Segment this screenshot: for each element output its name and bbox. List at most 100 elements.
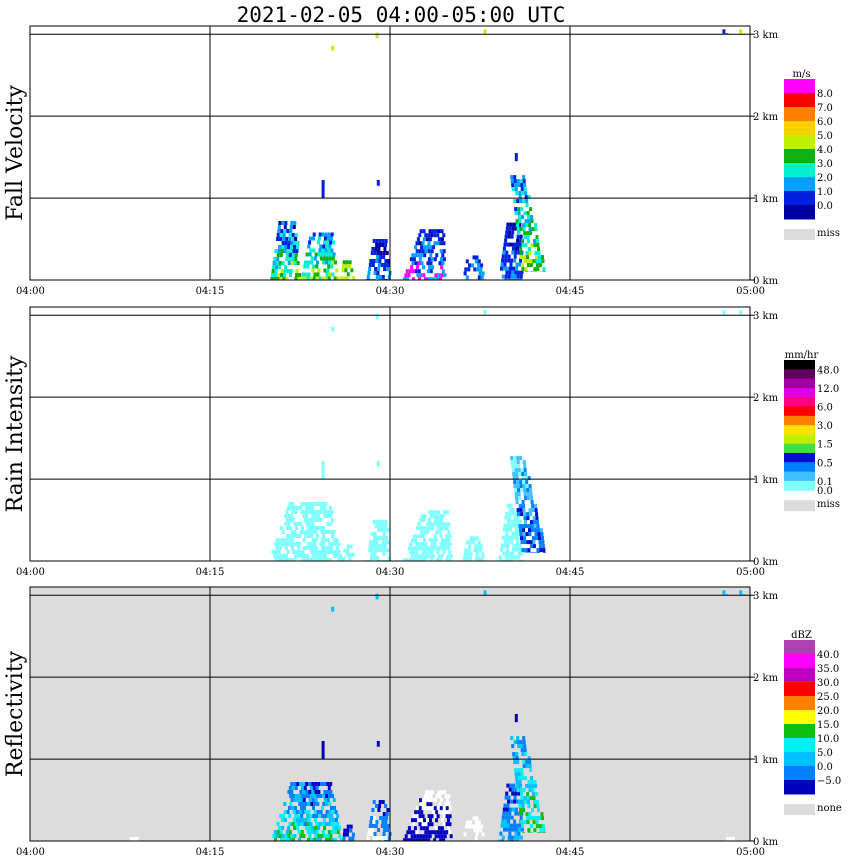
echo-cell (319, 558, 323, 561)
echo-cell (278, 265, 282, 269)
echo-cell (505, 270, 509, 275)
echo-cell (316, 810, 320, 814)
echo-cell (424, 542, 428, 547)
echo-cell (525, 480, 529, 485)
echo-cell (289, 802, 293, 806)
echo-cell (432, 245, 436, 250)
echo-cell (375, 560, 379, 561)
echo-cell (318, 502, 322, 506)
echo-cell (287, 522, 291, 526)
echo-cell (382, 532, 386, 536)
echo-cell (284, 546, 288, 550)
echo-cell (285, 277, 289, 280)
echo-cell (385, 816, 389, 820)
echo-cell (299, 506, 302, 510)
echo-cell (445, 558, 449, 561)
echo-cell (424, 558, 428, 561)
echo-cell (376, 741, 380, 745)
echo-cell (507, 799, 511, 804)
echo-cell (436, 526, 440, 531)
echo-cell (503, 242, 507, 247)
echo-cell (533, 780, 537, 785)
echo-cell (474, 259, 478, 264)
echo-cell (519, 788, 523, 793)
echo-cell (307, 526, 310, 530)
echo-cell (518, 543, 522, 548)
echo-cell (518, 215, 522, 220)
echo-cell (381, 524, 385, 528)
echo-cell (529, 768, 533, 773)
echo-cell (525, 532, 529, 537)
echo-region (321, 461, 325, 480)
echo-cell (297, 277, 301, 280)
echo-cell (529, 796, 533, 801)
echo-cell (532, 544, 536, 549)
echo-cell (529, 816, 532, 821)
echo-cell (526, 263, 530, 268)
echo-cell (321, 248, 325, 253)
echo-cell (531, 808, 534, 813)
echo-cell (526, 231, 530, 236)
colorbar-miss-label: none (817, 803, 842, 814)
echo-cell (513, 278, 517, 280)
echo-cell (448, 806, 452, 811)
echo-cell (436, 806, 440, 811)
echo-cell (312, 786, 316, 790)
echo-cell (286, 550, 290, 554)
echo-cell (516, 515, 520, 520)
echo-cell (533, 800, 536, 805)
echo-cell (304, 272, 308, 277)
echo-cell (433, 257, 437, 262)
echo-cell (541, 824, 545, 829)
echo-cell (418, 526, 422, 531)
echo-cell (415, 550, 419, 555)
echo-cell (526, 235, 530, 240)
echo-cell (519, 508, 523, 513)
echo-cell (282, 233, 286, 237)
echo-cell (318, 510, 322, 514)
echo-cell (278, 245, 281, 249)
echo-cell (420, 818, 423, 823)
echo-cell (520, 820, 524, 825)
panels: 04:00 04:15 04:30 04:45 05:000 km1 km2 km3 k… (3, 25, 842, 858)
echo-cell (406, 558, 410, 561)
echo-cell (422, 546, 426, 551)
echo-cell (279, 277, 283, 280)
echo-cell (328, 244, 332, 249)
echo-cell (275, 261, 279, 265)
echo-cell (524, 271, 528, 272)
echo-cell (305, 782, 309, 786)
echo-cell (307, 802, 311, 806)
echo-cell (321, 180, 325, 184)
echo-cell (308, 522, 312, 526)
echo-cell (526, 488, 530, 493)
echo-cell (464, 267, 468, 272)
echo-cell (307, 794, 311, 798)
echo-cell (532, 796, 536, 801)
echo-cell (481, 832, 485, 837)
echo-cell (305, 506, 308, 510)
echo-cell (275, 834, 279, 838)
echo-cell (523, 540, 527, 545)
echo-cell (426, 530, 430, 535)
echo-cell (342, 832, 346, 837)
echo-cell (276, 277, 280, 280)
echo-region (366, 239, 392, 280)
echo-cell (369, 556, 373, 560)
echo-cell (427, 241, 431, 246)
echo-cell (289, 273, 292, 277)
echo-cell (522, 532, 526, 537)
echo-cell (317, 834, 321, 838)
echo-cell (382, 832, 386, 836)
echo-cell (507, 835, 511, 840)
echo-cell (287, 241, 291, 245)
echo-cell (412, 257, 416, 262)
echo-cell (345, 832, 349, 837)
echo-cell (335, 268, 339, 273)
echo-cell (316, 550, 320, 554)
echo-cell (376, 251, 380, 255)
echo-cell (290, 245, 293, 249)
echo-cell (407, 546, 411, 551)
echo-cell (382, 536, 386, 540)
echo-cell (289, 838, 292, 841)
